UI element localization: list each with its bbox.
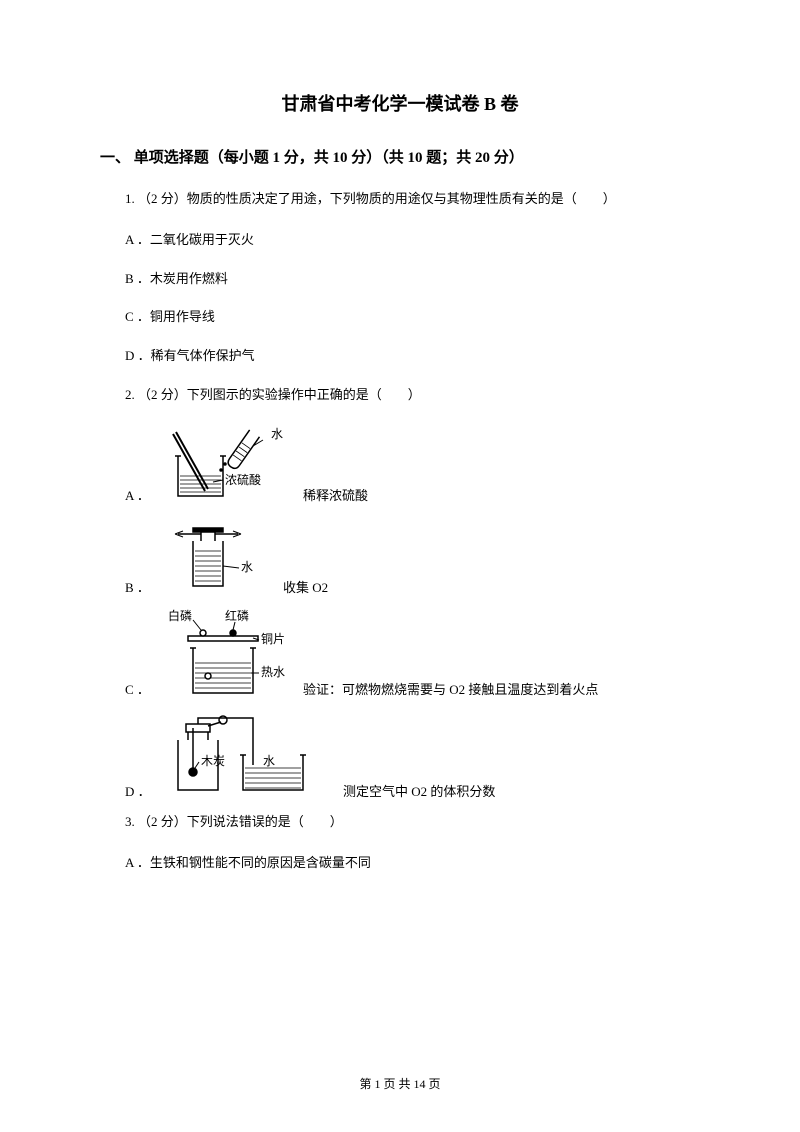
label-water: 水: [271, 427, 283, 441]
q2-a-text: 稀释浓硫酸: [303, 485, 368, 504]
q1-option-b: B ．木炭用作燃料: [125, 269, 700, 290]
q1-option-c: C ．铜用作导线: [125, 307, 700, 328]
label-red-p: 红磷: [225, 608, 249, 623]
section-header: 一、 单项选择题（每小题 1 分，共 10 分）（共 10 题；共 20 分）: [100, 146, 700, 167]
q3-stem: 3. （2 分）下列说法错误的是（ ）: [125, 812, 700, 833]
label-white-p: 白磷: [168, 608, 192, 623]
label-charcoal: 木炭: [201, 754, 225, 768]
page-footer: 第 1 页 共 14 页: [0, 1075, 800, 1092]
q2-option-a: A ．: [125, 426, 700, 504]
label-copper: 铜片: [261, 631, 285, 646]
diagram-a-dilute-acid: 水 浓硫酸: [163, 426, 293, 504]
q2-d-prefix: D ．: [125, 781, 153, 800]
diagram-d-air-o2: 木炭 水: [163, 710, 333, 800]
label-hot-water: 热水: [261, 665, 285, 679]
q2-c-text: 验证：可燃物燃烧需要与 O2 接触且温度达到着火点: [303, 679, 598, 698]
q1-stem: 1. （2 分）物质的性质决定了用途，下列物质的用途仅与其物理性质有关的是（ ）: [125, 189, 700, 210]
q2-b-text: 收集 O2: [283, 577, 328, 596]
q3-option-a: A ．生铁和钢性能不同的原因是含碳量不同: [125, 853, 700, 874]
label-water-b: 水: [241, 560, 253, 574]
q1-option-a: A ．二氧化碳用于灭火: [125, 230, 700, 251]
q2-c-prefix: C ．: [125, 679, 153, 698]
q2-stem: 2. （2 分）下列图示的实验操作中正确的是（ ）: [125, 385, 700, 406]
label-acid: 浓硫酸: [225, 472, 261, 487]
page-title: 甘肃省中考化学一模试卷 B 卷: [100, 90, 700, 116]
label-water-d: 水: [263, 754, 275, 768]
q2-a-prefix: A ．: [125, 485, 153, 504]
q2-d-text: 测定空气中 O2 的体积分数: [343, 781, 495, 800]
q2-option-d: D ．: [125, 710, 700, 800]
q2-option-b: B ．: [125, 516, 700, 596]
q1-option-d: D ．稀有气体作保护气: [125, 346, 700, 367]
q2-b-prefix: B ．: [125, 577, 153, 596]
diagram-c-combustion: 白磷 红磷 铜片 热水: [163, 608, 293, 698]
diagram-b-collect-o2: 水: [163, 516, 273, 596]
q2-option-c: C ．: [125, 608, 700, 698]
